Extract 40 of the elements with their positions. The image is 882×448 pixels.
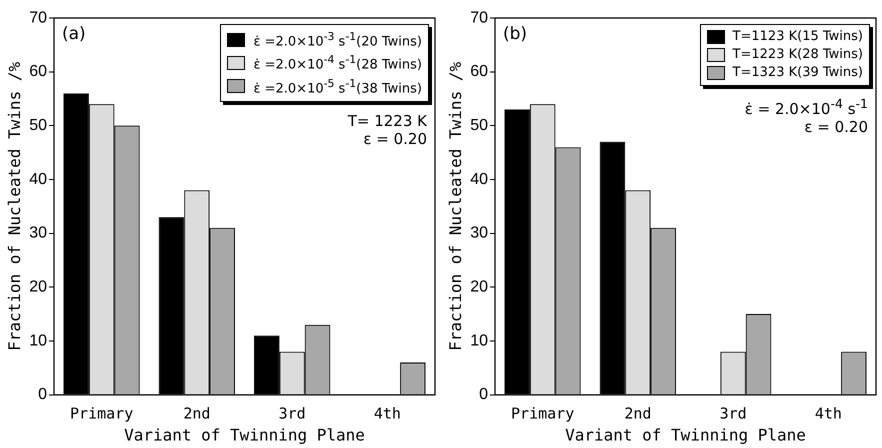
legend-label: T=1123 K(15 Twins) bbox=[732, 28, 863, 46]
y-tick-label: 10 bbox=[29, 332, 48, 350]
x-tick-label: 4th bbox=[374, 404, 401, 423]
y-axis-title: Fraction of Nucleated Twins /% bbox=[446, 62, 465, 351]
y-tick-label: 20 bbox=[470, 278, 488, 296]
y-tick-label: 70 bbox=[470, 9, 488, 26]
y-tick-label: 20 bbox=[29, 278, 48, 296]
annotation: ε = 0.20 bbox=[804, 118, 868, 136]
legend-label: ε̇ =2.0×10$^{-4}$ s$^{-1}$(28 Twins) bbox=[253, 52, 422, 75]
annotation: (b) bbox=[502, 24, 528, 44]
y-tick-label: 50 bbox=[29, 117, 48, 134]
y-tick-label: 30 bbox=[29, 224, 48, 242]
y-tick-label: 0 bbox=[479, 386, 488, 404]
y-tick-label: 0 bbox=[38, 386, 48, 404]
x-tick-label: 3rd bbox=[720, 404, 747, 423]
x-axis-title: Variant of Twinning Plane bbox=[565, 426, 806, 445]
y-tick-label: 60 bbox=[470, 63, 488, 80]
annotation: ε = 0.20 bbox=[363, 130, 427, 148]
y-tick-label: 30 bbox=[470, 224, 488, 242]
legend-label: ε̇ =2.0×10$^{-5}$ s$^{-1}$(38 Twins) bbox=[253, 76, 422, 98]
annotation: (a) bbox=[62, 24, 86, 44]
annotation: T= 1223 K bbox=[348, 112, 427, 130]
annotation: ε̇ = 2.0×10$^{-4}$ s$^{-1}$ bbox=[744, 96, 868, 118]
x-tick-label: 4th bbox=[814, 404, 842, 423]
x-tick-label: 2nd bbox=[624, 404, 652, 423]
legend-label: T=1223 K(28 Twins) bbox=[732, 46, 863, 64]
y-tick-label: 40 bbox=[29, 170, 48, 188]
y-tick-label: 50 bbox=[470, 117, 488, 134]
y-tick-label: 40 bbox=[470, 170, 488, 188]
x-tick-label: Primary bbox=[511, 404, 574, 423]
x-tick-label: 2nd bbox=[183, 404, 210, 423]
x-tick-label: 3rd bbox=[278, 404, 306, 423]
y-tick-label: 60 bbox=[29, 63, 48, 80]
y-tick-label: 70 bbox=[29, 9, 48, 26]
x-tick-label: Primary bbox=[70, 404, 134, 423]
y-axis-title: Fraction of Nucleated Twins /% bbox=[4, 62, 24, 351]
legend-label: T=1323 K(39 Twins) bbox=[732, 64, 863, 82]
legend-label: ε̇ =2.0×10$^{-3}$ s$^{-1}$(20 Twins) bbox=[253, 29, 422, 52]
y-tick-label: 10 bbox=[470, 332, 488, 350]
x-axis-title: Variant of Twinning Plane bbox=[124, 426, 365, 445]
